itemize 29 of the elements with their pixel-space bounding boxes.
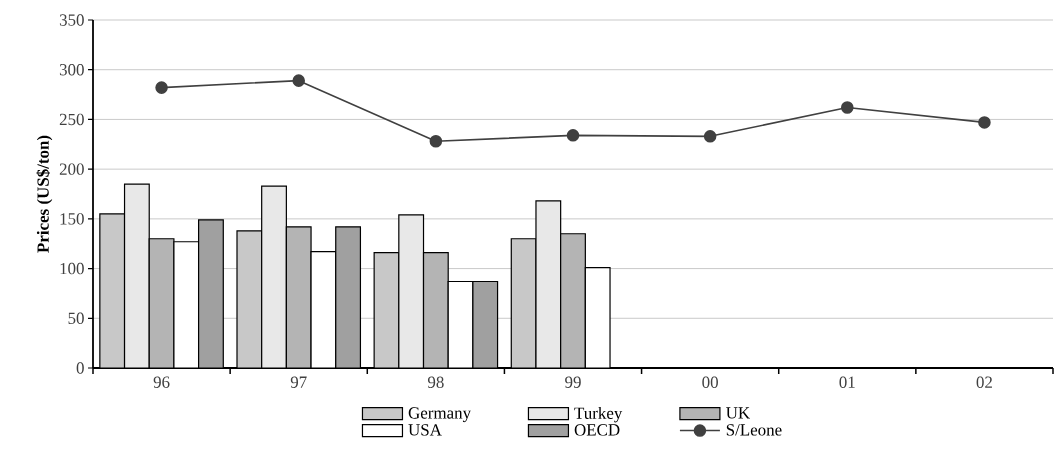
- x-tick-label: 97: [290, 376, 307, 388]
- x-tick-label: 99: [565, 376, 581, 388]
- point: [566, 129, 580, 142]
- point: [703, 130, 717, 143]
- legend-label: Turkey: [574, 406, 623, 423]
- x-tick-label: 96: [153, 376, 170, 388]
- y-tick-label: 350: [59, 14, 84, 26]
- legend-label: OECD: [574, 424, 620, 436]
- point: [841, 101, 854, 114]
- x-tick-label: 02: [976, 376, 992, 388]
- x-tick-label: 01: [839, 376, 855, 388]
- point: [155, 81, 168, 94]
- y-tick-label: 100: [60, 262, 84, 275]
- x-tick-label: 00: [702, 376, 718, 388]
- y-tick-label: 250: [59, 113, 84, 126]
- point: [292, 74, 305, 87]
- y-tick-label: 200: [59, 163, 84, 175]
- y-tick-label: 50: [68, 312, 84, 325]
- y-tick-label: 150: [60, 213, 84, 225]
- legend-label: S/Leone: [726, 424, 782, 436]
- point: [978, 116, 991, 129]
- y-tick-label: 300: [59, 64, 84, 76]
- legend-label: Germany: [408, 407, 471, 423]
- x-tick-label: 98: [427, 376, 444, 388]
- point: [429, 135, 443, 148]
- legend-label: UK: [726, 407, 750, 419]
- y-axis-title: Prices (US$/ton): [36, 135, 53, 253]
- legend-label: USA: [408, 424, 442, 436]
- y-tick-label: 0: [76, 362, 84, 374]
